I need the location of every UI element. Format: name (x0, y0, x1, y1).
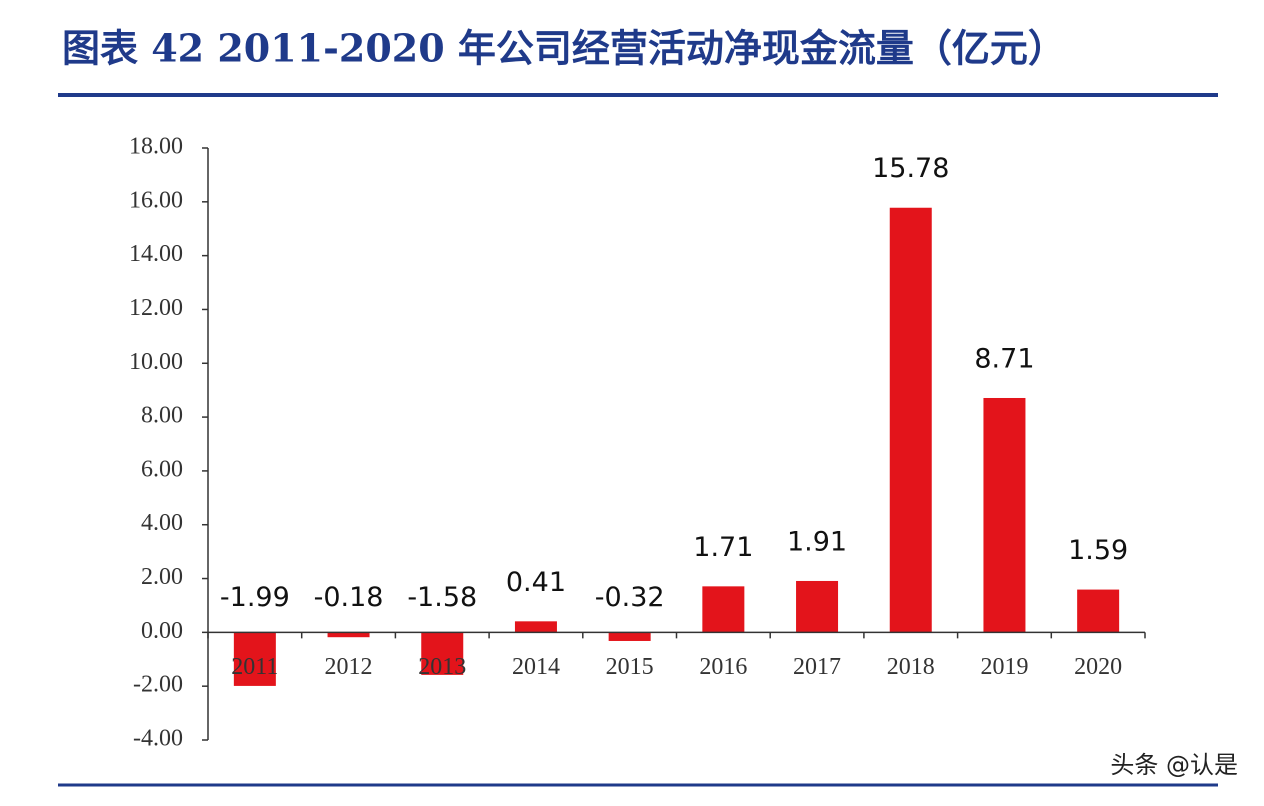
x-tick-label: 2013 (418, 654, 466, 680)
y-tick-label: 16.00 (129, 187, 183, 213)
watermark: 头条 @认是 (1110, 751, 1238, 779)
y-tick-label: 12.00 (129, 295, 183, 321)
x-tick-label: 2019 (980, 654, 1028, 680)
x-tick-label: 2011 (231, 654, 278, 680)
bar (983, 397, 1026, 633)
y-tick-label: 18.00 (129, 134, 183, 160)
bar (889, 207, 932, 633)
bar (702, 586, 745, 633)
data-label: -1.58 (407, 582, 477, 613)
data-label: 0.41 (506, 567, 566, 598)
data-label: 1.59 (1068, 535, 1128, 566)
x-tick-label: 2020 (1074, 654, 1122, 680)
y-tick-label: 14.00 (129, 241, 183, 267)
x-tick-label: 2017 (793, 654, 841, 680)
bar (514, 621, 557, 633)
y-tick-label: 10.00 (129, 349, 183, 375)
data-label: -0.32 (595, 582, 665, 613)
data-label: 8.71 (974, 343, 1034, 374)
bar (421, 632, 464, 675)
chart-title: 图表 42 2011-2020 年公司经营活动净现金流量（亿元） (62, 26, 1066, 71)
data-label: -1.99 (220, 582, 290, 613)
x-tick-label: 2015 (606, 654, 654, 680)
x-tick-label: 2016 (699, 654, 747, 680)
x-tick-label: 2014 (512, 654, 560, 680)
bar (796, 580, 839, 633)
y-tick-label: -4.00 (133, 726, 183, 752)
data-label: 15.78 (872, 153, 949, 184)
y-tick-label: 6.00 (141, 456, 183, 482)
x-tick-label: 2018 (887, 654, 935, 680)
data-label: 1.91 (787, 526, 847, 557)
bar (1077, 589, 1120, 633)
x-tick-label: 2012 (325, 654, 373, 680)
y-tick-label: 0.00 (141, 618, 183, 644)
y-tick-label: 4.00 (141, 510, 183, 536)
data-label: -0.18 (314, 582, 384, 613)
y-tick-label: 2.00 (141, 564, 183, 590)
bar (233, 632, 276, 686)
y-tick-label: -2.00 (133, 672, 183, 698)
bar (608, 632, 651, 641)
data-label: 1.71 (693, 532, 753, 563)
y-tick-label: 8.00 (141, 403, 183, 429)
bar (327, 632, 370, 638)
